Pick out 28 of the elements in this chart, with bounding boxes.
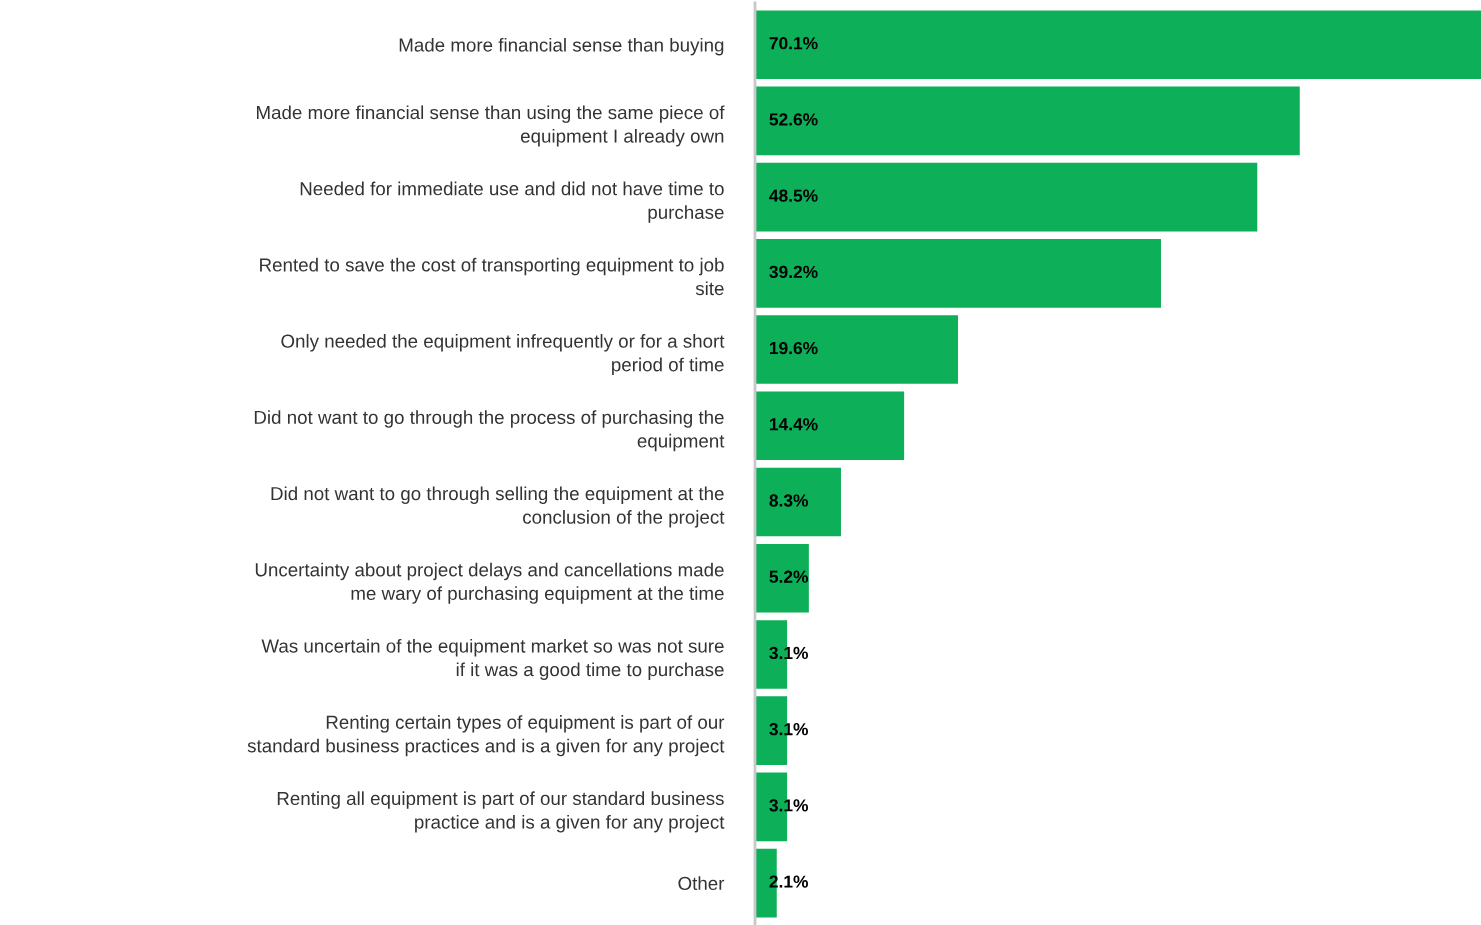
bar	[755, 10, 1481, 79]
bar	[755, 543, 809, 613]
bar	[755, 162, 1258, 232]
data-label: 48.5%	[769, 189, 818, 202]
y-tick-label: Made more financial sense than buying	[399, 37, 724, 56]
y-tick-label: Was uncertain of the equipment market so was not sure if it was a good time to purchase	[261, 638, 724, 680]
y-tick-label: Did not want to go through the process of purchasing the equipment	[254, 410, 725, 452]
y-tick-label: Renting all equipment is part of our standard business practice and is a given for any project	[277, 791, 725, 833]
data-label: 52.6%	[769, 113, 818, 126]
data-label: 5.2%	[769, 570, 808, 583]
data-label: 39.2%	[769, 265, 818, 279]
bar	[755, 86, 1300, 156]
data-label: 19.6%	[769, 341, 818, 355]
bar	[755, 467, 841, 537]
y-tick-label: Did not want to go through selling the equipment at the conclusion of the project	[271, 486, 725, 528]
data-label: 8.3%	[769, 494, 808, 507]
bar	[755, 239, 1161, 308]
y-tick-label: Made more financial sense than using the same piece of equipment I already own	[256, 105, 725, 147]
bar	[755, 315, 958, 384]
data-label: 14.4%	[769, 418, 818, 431]
data-label: 70.1%	[769, 37, 818, 50]
y-tick-label: Only needed the equipment infrequently or for a short period of time	[281, 334, 725, 376]
bar	[755, 391, 905, 461]
y-tick-label: Other	[678, 876, 725, 891]
y-tick-label: Needed for immediate use and did not have time to purchase	[300, 181, 724, 223]
y-tick-label: Uncertainty about project delays and cancellations made me wary of purchasing equipment at the time	[255, 562, 724, 604]
y-tick-label: Rented to save the cost of transporting equipment to job site	[260, 257, 724, 296]
y-tick-label: Renting certain types of equipment is part of our standard business practices and is a given for any project	[247, 715, 725, 757]
